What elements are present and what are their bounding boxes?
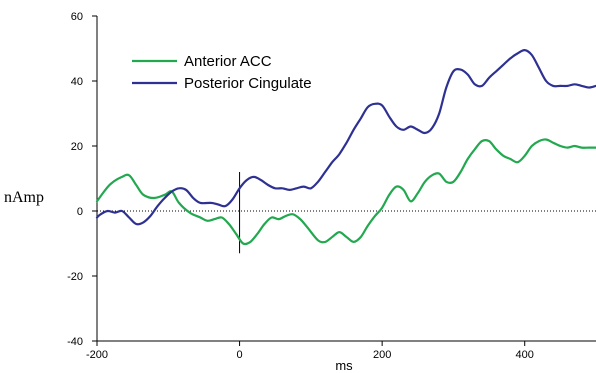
legend-label-anterior-acc: Anterior ACC bbox=[184, 53, 272, 70]
y-tick-label: -20 bbox=[67, 271, 83, 283]
series-line-posterior-cingulate bbox=[95, 48, 596, 226]
series-lines bbox=[95, 48, 596, 246]
x-tick-label: 200 bbox=[373, 349, 391, 361]
y-tick-label: 0 bbox=[77, 206, 83, 218]
y-tick-label: 20 bbox=[71, 141, 83, 153]
x-tick-label: 0 bbox=[237, 349, 243, 361]
legend-label-posterior-cingulate: Posterior Cingulate bbox=[184, 75, 312, 92]
y-tick-label: 40 bbox=[71, 76, 83, 88]
y-tick-label: -40 bbox=[67, 336, 83, 348]
x-axis-label: ms bbox=[335, 358, 353, 373]
chart-axes bbox=[96, 16, 596, 342]
x-tick-label: 400 bbox=[516, 349, 534, 361]
series-line-anterior-acc bbox=[95, 138, 596, 246]
x-ticks: -200 0 200 400 bbox=[86, 341, 534, 361]
y-ticks: -40 -20 0 20 40 60 bbox=[67, 11, 97, 348]
y-tick-label: 60 bbox=[71, 11, 83, 23]
x-tick-label: -200 bbox=[86, 349, 108, 361]
y-axis-label: nAmp bbox=[4, 189, 44, 206]
legend: Anterior ACC Posterior Cingulate bbox=[132, 53, 312, 92]
